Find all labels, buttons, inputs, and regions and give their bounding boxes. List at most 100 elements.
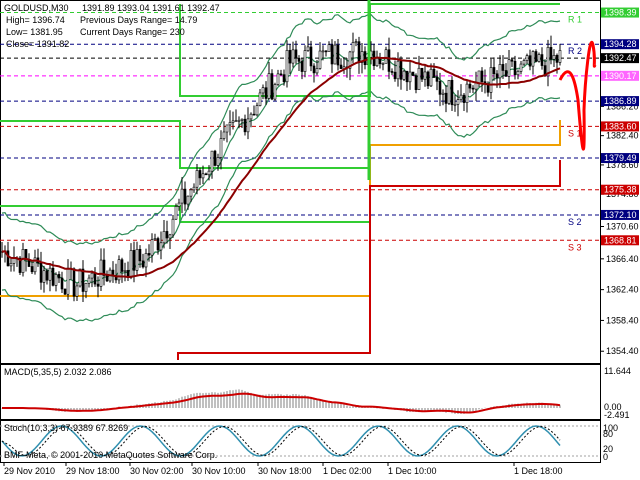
- macd-bar: [181, 396, 183, 408]
- candle-body: [222, 131, 226, 139]
- price-tick-label: 1382.40: [606, 131, 639, 141]
- candle-body: [183, 188, 187, 205]
- candle-body: [528, 55, 532, 67]
- candle-body: [447, 79, 451, 104]
- candle-body: [6, 250, 10, 267]
- macd-bar: [160, 402, 162, 408]
- macd-bar: [535, 402, 537, 408]
- macd-bar: [295, 394, 297, 408]
- macd-bar: [211, 392, 213, 408]
- bollinger-line: [1, 90, 561, 323]
- candle-body: [504, 70, 508, 77]
- time-tick-label: 1 Dec 10:00: [388, 466, 437, 476]
- level-badge: [601, 184, 639, 195]
- candle-body: [336, 44, 340, 66]
- macd-bar: [106, 408, 108, 409]
- macd-bar: [346, 405, 348, 408]
- candle-body: [213, 150, 217, 166]
- candle-body: [90, 272, 94, 279]
- macd-bar: [541, 402, 543, 408]
- macd-bar: [166, 400, 168, 408]
- macd-bar: [331, 401, 333, 408]
- level-badge: [601, 153, 639, 164]
- stoch-title: Stoch(10,3,3) 67.9389 67.8269: [4, 423, 128, 433]
- candle-body: [243, 118, 247, 133]
- candle-body: [159, 242, 163, 251]
- level-value: 1386.89: [604, 96, 637, 106]
- candle-body: [444, 92, 448, 104]
- candle-body: [66, 267, 70, 295]
- candle-body: [81, 268, 85, 292]
- macd-bar: [280, 394, 282, 408]
- macd-bar: [307, 396, 309, 408]
- candle-body: [279, 73, 283, 76]
- macd-bar: [235, 389, 237, 408]
- candle-body: [45, 270, 49, 281]
- macd-bar: [424, 408, 426, 412]
- candle-body: [390, 71, 394, 73]
- candle-body: [30, 266, 34, 273]
- macd-bar: [187, 395, 189, 408]
- candle-body: [414, 75, 418, 90]
- candle-body: [198, 170, 202, 179]
- candle-body: [264, 87, 268, 99]
- candle-body: [426, 71, 430, 87]
- candle-body: [537, 54, 541, 62]
- candle-body: [192, 186, 196, 191]
- price-tick-label: 1358.40: [606, 315, 639, 325]
- candle-body: [18, 257, 22, 273]
- candle-body: [303, 50, 307, 72]
- candle-body: [495, 73, 499, 79]
- candle-body: [459, 94, 463, 100]
- candle-body: [210, 150, 214, 172]
- macd-bar: [193, 393, 195, 408]
- candle-body: [246, 118, 250, 133]
- stoch-axis-100: 100: [603, 423, 618, 433]
- macd-bar: [157, 402, 159, 408]
- macd-bar: [421, 408, 423, 412]
- candle-body: [393, 71, 397, 80]
- macd-bar: [262, 394, 264, 408]
- candle-body: [186, 195, 190, 205]
- macd-bar: [553, 404, 555, 408]
- candle-body: [324, 50, 328, 53]
- candle-body: [474, 82, 478, 90]
- candle-body: [462, 94, 466, 103]
- candle-body: [501, 64, 505, 71]
- macd-axis-zero: 0.00: [604, 402, 622, 412]
- candle-body: [435, 77, 439, 82]
- macd-bar: [547, 403, 549, 408]
- macd-bar: [304, 395, 306, 408]
- macd-bar: [208, 392, 210, 408]
- level-value: 1394.28: [604, 39, 637, 49]
- level-badge: [601, 121, 639, 132]
- candle-body: [75, 285, 79, 297]
- macd-bar: [217, 392, 219, 408]
- candle-body: [51, 267, 55, 286]
- macd-bar: [256, 394, 258, 408]
- macd-bar: [184, 396, 186, 408]
- candle-body: [72, 268, 76, 297]
- prev-range: Previous Days Range= 14.79: [80, 15, 197, 25]
- macd-bar: [472, 408, 474, 413]
- candle-body: [225, 124, 229, 133]
- candle-body: [258, 92, 262, 106]
- candle-body: [318, 50, 322, 69]
- macd-bar: [244, 390, 246, 408]
- macd-bar: [319, 400, 321, 408]
- level-name: R 1: [568, 15, 582, 25]
- macd-bar: [520, 403, 522, 408]
- macd-bar: [103, 408, 105, 409]
- candle-body: [420, 67, 424, 80]
- candle-body: [141, 260, 145, 268]
- stoch-signal-line: [1, 425, 561, 457]
- main-chart-frame: [0, 0, 601, 364]
- candle-body: [162, 231, 166, 244]
- candle-body: [330, 44, 334, 65]
- candle-body: [333, 44, 337, 65]
- macd-axis-max: 11.644: [604, 366, 631, 376]
- macd-bar: [343, 404, 345, 408]
- candle-body: [123, 270, 127, 272]
- candle-body: [105, 275, 109, 282]
